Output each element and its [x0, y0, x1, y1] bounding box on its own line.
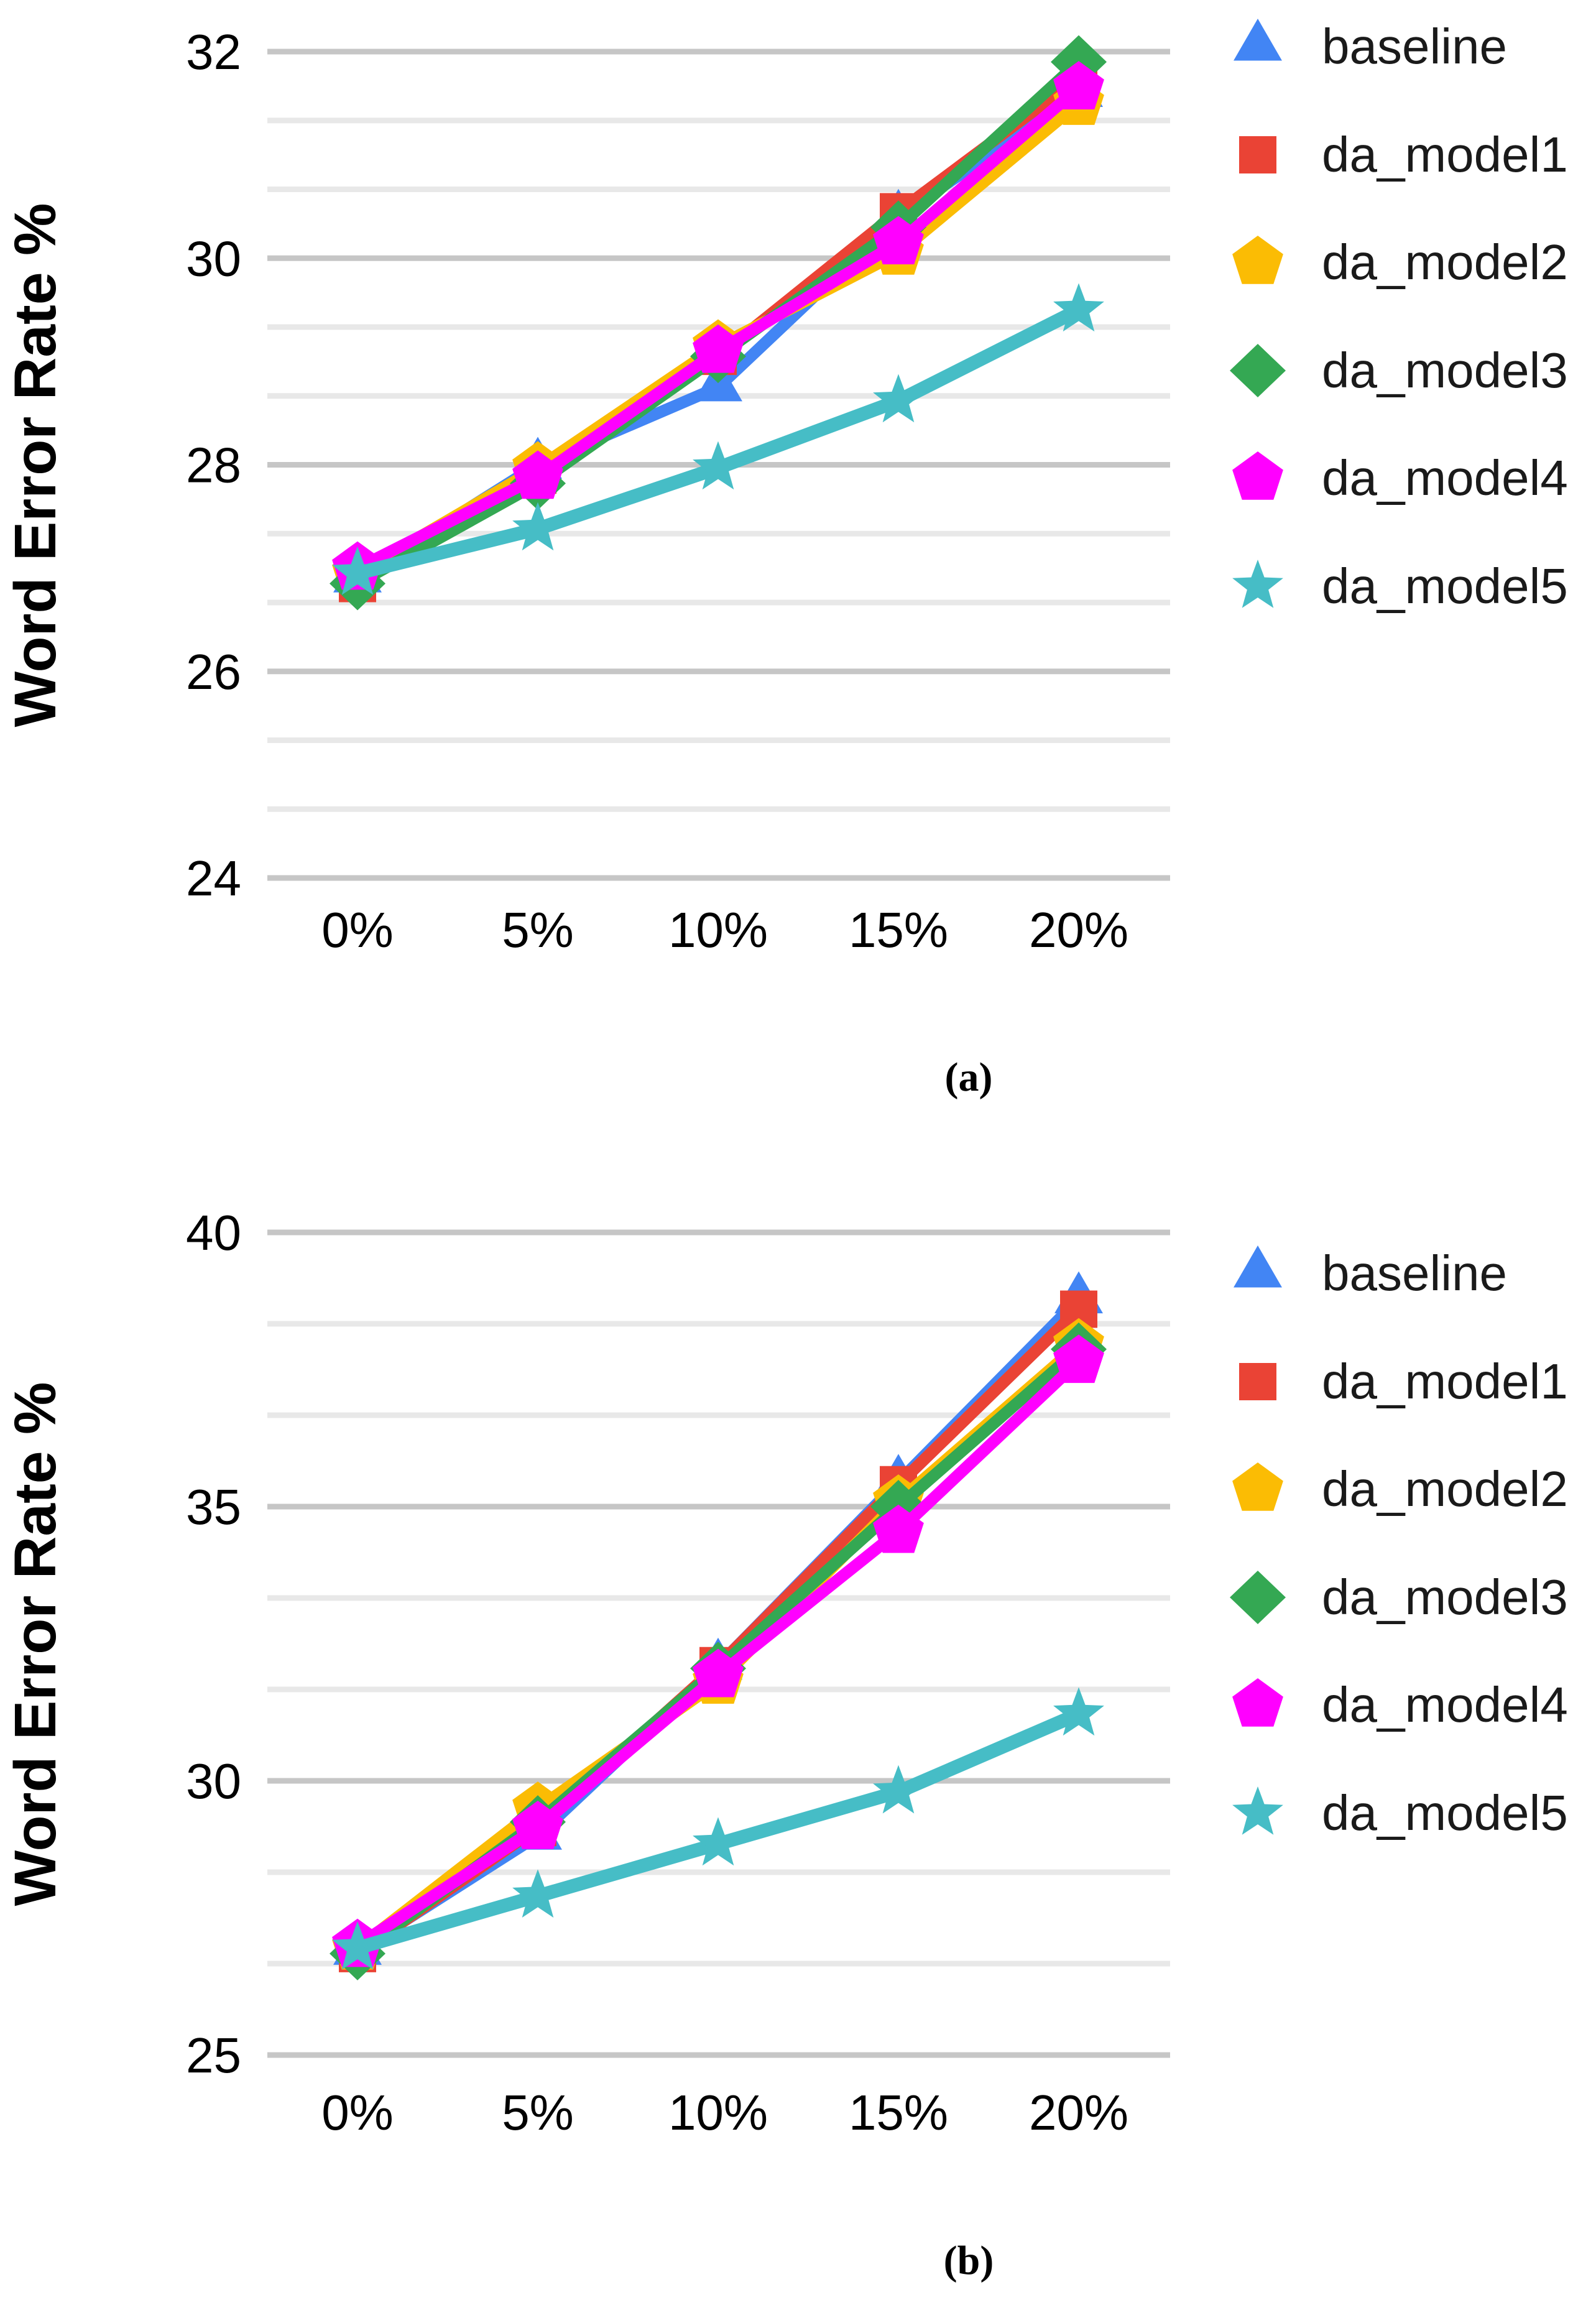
y-tick-label: 28 — [186, 438, 241, 493]
square-icon — [1239, 1362, 1276, 1400]
x-tick-label: 0% — [321, 902, 394, 958]
x-tick-label: 10% — [668, 902, 768, 958]
x-tick-label: 15% — [849, 2085, 948, 2140]
y-axis-title-chart-a: Word Error Rate % — [2, 203, 68, 728]
marker-star-da_model5 — [1053, 283, 1104, 332]
y-tick-label: 25 — [186, 2028, 241, 2083]
pentagon-icon — [1232, 1462, 1283, 1511]
legend-label: da_model2 — [1322, 234, 1568, 290]
marker-star-da_model5 — [332, 546, 383, 595]
star-icon — [1232, 1786, 1283, 1835]
legend-label: da_model5 — [1322, 1785, 1568, 1841]
marker-pentagon-da_model4 — [873, 1504, 924, 1553]
chart-a: 32 30 28 26 24 0% 5% 10% 15% 20% — [186, 24, 1170, 958]
y-tick-label: 30 — [186, 231, 241, 286]
chart-b: 40 35 30 25 0% 5% 10% 15% 20% — [186, 1205, 1170, 2140]
x-tick-label: 5% — [502, 902, 574, 958]
caption-a: (a) — [944, 1055, 993, 1100]
legend-label: da_model3 — [1322, 1569, 1568, 1625]
legend-item-da_model4: da_model4 — [1224, 444, 1568, 512]
legend-label: da_model1 — [1322, 126, 1568, 182]
marker-star-da_model5 — [873, 374, 924, 423]
legend-label: da_model3 — [1322, 342, 1568, 398]
pentagon-icon — [1232, 1678, 1283, 1727]
marker-star-da_model5 — [693, 441, 744, 490]
legend-label: da_model4 — [1322, 1677, 1568, 1732]
legend-item-da_model1: da_model1 — [1224, 121, 1568, 189]
marker-star-da_model5 — [1053, 1687, 1104, 1736]
marker-pentagon-da_model4 — [1053, 1334, 1104, 1383]
legend-item-da_model5: da_model5 — [1224, 1779, 1568, 1847]
x-tick-label: 10% — [668, 2085, 768, 2140]
star-icon — [1232, 559, 1283, 608]
diamond-icon — [1230, 1570, 1286, 1624]
marker-star-da_model5 — [512, 1869, 563, 1918]
marker-pentagon-da_model4 — [873, 216, 924, 265]
legend-item-da_model5: da_model5 — [1224, 552, 1568, 621]
legend-item-da_model1: da_model1 — [1224, 1347, 1568, 1416]
marker-pentagon-da_model4 — [1053, 61, 1104, 109]
x-tick-label: 15% — [849, 902, 948, 958]
y-axis-title-chart-b: Word Error Rate % — [2, 1382, 68, 1906]
y-tick-label: 40 — [186, 1205, 241, 1260]
triangle-icon — [1234, 1245, 1282, 1288]
marker-star-da_model5 — [693, 1817, 744, 1866]
legend-item-baseline: baseline — [1224, 1239, 1507, 1308]
y-tick-label: 24 — [186, 851, 241, 906]
diamond-icon — [1230, 343, 1286, 397]
legend-item-da_model2: da_model2 — [1224, 1455, 1568, 1523]
y-tick-label: 30 — [186, 1753, 241, 1809]
marker-star-da_model5 — [332, 1921, 383, 1970]
x-tick-label: 20% — [1029, 902, 1128, 958]
marker-pentagon-da_model4 — [512, 1800, 563, 1849]
marker-pentagon-da_model4 — [693, 1648, 744, 1698]
y-tick-label: 26 — [186, 644, 241, 700]
marker-pentagon-da_model4 — [693, 324, 744, 373]
legend-item-da_model3: da_model3 — [1224, 1563, 1568, 1632]
square-icon — [1239, 136, 1276, 173]
legend-item-baseline: baseline — [1224, 12, 1507, 81]
caption-b: (b) — [943, 2238, 994, 2283]
legend-label: da_model2 — [1322, 1461, 1568, 1517]
marker-pentagon-da_model4 — [512, 450, 563, 499]
x-tick-label: 5% — [502, 2085, 574, 2140]
marker-square-da_model1 — [1060, 1290, 1097, 1328]
legend-label: da_model4 — [1322, 450, 1568, 506]
y-tick-label: 32 — [186, 24, 241, 80]
legend-item-da_model4: da_model4 — [1224, 1671, 1568, 1739]
legend-label: baseline — [1322, 19, 1508, 74]
marker-star-da_model5 — [873, 1765, 924, 1814]
legend-label: da_model1 — [1322, 1353, 1568, 1409]
x-tick-label: 0% — [321, 2085, 394, 2140]
legend-label: da_model5 — [1322, 558, 1568, 614]
x-tick-label: 20% — [1029, 2085, 1128, 2140]
legend-item-da_model2: da_model2 — [1224, 228, 1568, 297]
marker-star-da_model5 — [512, 502, 563, 551]
legend-item-da_model3: da_model3 — [1224, 336, 1568, 405]
pentagon-icon — [1232, 451, 1283, 500]
y-tick-label: 35 — [186, 1479, 241, 1535]
triangle-icon — [1234, 19, 1282, 61]
pentagon-icon — [1232, 236, 1283, 284]
legend-label: baseline — [1322, 1245, 1508, 1301]
